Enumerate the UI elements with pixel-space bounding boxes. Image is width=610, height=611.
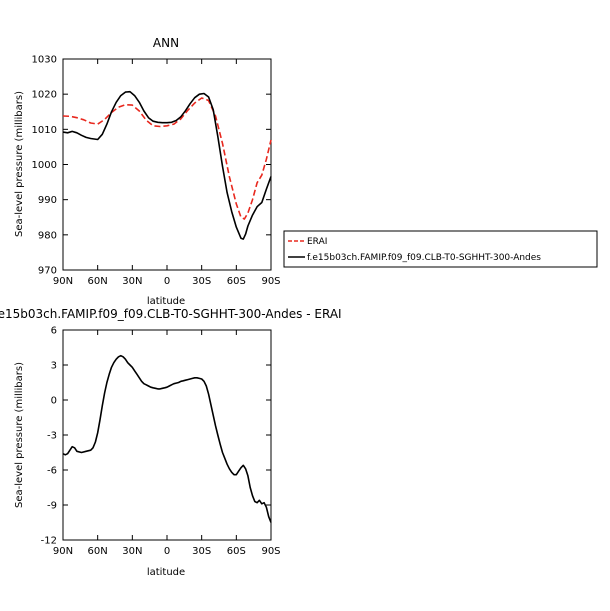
bottom-y-tick-label: -3	[47, 431, 57, 442]
top-y-axis-label: Sea-level pressure (millibars)	[14, 91, 25, 237]
bottom-x-tick-label: 30S	[192, 546, 211, 557]
top-x-tick-label: 90S	[261, 276, 280, 287]
bottom-x-tick-label: 90N	[53, 546, 73, 557]
top-y-tick-label: 1020	[32, 90, 57, 101]
top-x-tick-label: 30N	[122, 276, 142, 287]
bottom-y-tick-label: 3	[51, 361, 57, 372]
bottom-y-axis-label: Sea-level pressure (millibars)	[14, 362, 25, 508]
top-x-tick-label: 60S	[227, 276, 246, 287]
bottom-series-line-0	[62, 354, 272, 523]
bottom-x-axis-label: latitude	[147, 567, 185, 578]
legend-label-erai: ERAI	[307, 237, 327, 247]
legend: ERAI f.e15b03ch.FAMIP.f09_f09.CLB-T0-SGH…	[283, 230, 598, 268]
bottom-x-tick-label: 90S	[261, 546, 280, 557]
top-x-tick-label: 90N	[53, 276, 73, 287]
bottom-y-tick-label: 0	[51, 396, 57, 407]
top-chart-title: ANN	[153, 36, 179, 50]
bottom-plot-area: 90N 60N 30N 0 30S 60S 90S -12 -9 -6 -3 0 3 6	[41, 326, 281, 558]
top-x-tick-label: 60N	[88, 276, 108, 287]
top-x-tick-label: 30S	[192, 276, 211, 287]
top-y-tick-label: 970	[38, 266, 57, 277]
top-x-axis-label: latitude	[147, 296, 185, 307]
top-y-tick-label: 1000	[32, 160, 57, 171]
bottom-panel: f.e15b03ch.FAMIP.f09_f09.CLB-T0-SGHHT-30…	[0, 307, 342, 578]
bottom-x-tick-label: 60N	[88, 546, 108, 557]
top-y-tick-label: 990	[38, 195, 57, 206]
top-panel: ANN 90N 60N 30N 0 30S 60S 90S 970 980 990 1000 1010…	[14, 36, 281, 307]
legend-box	[283, 230, 598, 268]
top-y-tick-label: 980	[38, 230, 57, 241]
bottom-chart-title: f.e15b03ch.FAMIP.f09_f09.CLB-T0-SGHHT-30…	[0, 307, 342, 321]
top-series-line-0	[62, 97, 272, 220]
bottom-y-tick-label: -9	[47, 501, 57, 512]
top-y-tick-label: 1030	[32, 55, 57, 66]
bottom-x-tick-label: 0	[164, 546, 170, 557]
top-y-tick-label: 1010	[32, 125, 57, 136]
top-x-tick-label: 0	[164, 276, 170, 287]
top-plot-area: 90N 60N 30N 0 30S 60S 90S 970 980 990 1000 1010 1020…	[32, 55, 281, 288]
top-series-line-1	[62, 90, 272, 240]
top-plot-frame	[62, 58, 272, 271]
bottom-x-tick-label: 30N	[122, 546, 142, 557]
bottom-plot-frame	[62, 329, 272, 541]
legend-label-model: f.e15b03ch.FAMIP.f09_f09.CLB-T0-SGHHT-30…	[307, 253, 541, 263]
bottom-y-tick-label: 6	[51, 326, 57, 337]
bottom-y-tick-label: -12	[41, 536, 57, 547]
bottom-x-tick-label: 60S	[227, 546, 246, 557]
bottom-y-tick-label: -6	[47, 466, 57, 477]
